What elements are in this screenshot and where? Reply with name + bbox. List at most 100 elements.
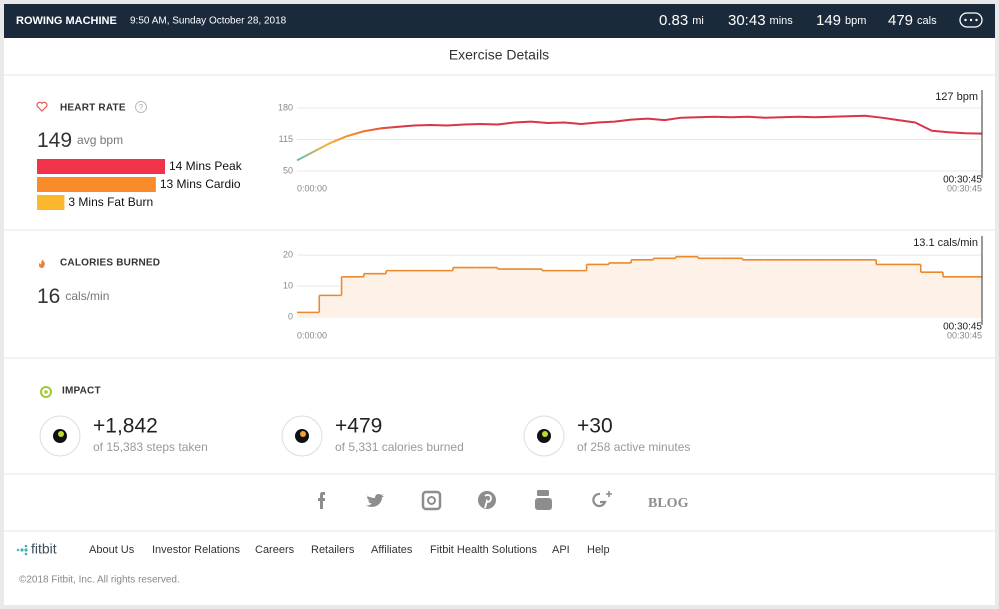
impact-desc: of 5,331 calories burned [335,440,464,454]
y-tick-label: 0 [288,311,293,321]
footer-link[interactable]: API [552,544,570,556]
youtube-top [537,490,549,496]
footer-link[interactable]: Investor Relations [152,544,241,556]
heart-zones: 14 Mins Peak 13 Mins Cardio 3 Mins Fat Bur… [37,159,243,210]
area-step [564,270,587,317]
area-step [920,272,944,317]
area-step [898,264,921,317]
x-tick-label: 00:30:45 [947,330,982,340]
area-step [408,270,431,317]
zone-bar [37,177,156,192]
footer-link[interactable]: Careers [255,544,295,556]
googleplus-icon[interactable] [592,492,607,508]
area-step [608,262,632,317]
instagram-icon[interactable] [421,490,442,511]
impact-value: +30 [577,415,613,438]
stat-value: 149 [816,12,841,29]
twitter-icon[interactable] [366,494,384,507]
footer-link[interactable]: Help [587,544,610,556]
zone-label: 13 Mins Cardio [160,177,241,191]
area-step [653,258,676,317]
area-step [430,270,453,317]
impact-value: +479 [335,415,382,438]
fire-icon [38,259,45,268]
area-step [742,259,765,317]
impact-icon [40,386,52,398]
area-step [341,276,364,317]
social-icons [318,490,612,511]
youtube-icon[interactable] [535,498,552,510]
stat-value: 30:43 [728,12,766,29]
footer-link[interactable]: Fitbit Health Solutions [430,544,537,556]
charts: 50 115 180 0:00:00 00:30:45 127 bpm 00:30:45 0 1… [278,90,983,340]
header-stat: 30:43 mins [728,12,793,29]
cursor-time: 00:30:45 [943,175,982,186]
avg-value: 149 [37,129,72,152]
heart-icon [36,101,48,112]
area-step [943,276,966,317]
footer-link[interactable]: Retailers [311,544,355,556]
impact-items: +1,842 of 15,383 steps taken +479 of 5,331 … [39,415,690,457]
stat-value: 0.83 [659,12,688,29]
impact-desc: of 258 active minutes [577,440,690,454]
instagram-lens [427,496,436,505]
x-tick-label: 0:00:00 [297,183,327,193]
area-step [519,269,543,317]
stat-unit: mi [692,15,704,27]
section-label: HEART RATE [60,103,126,114]
footer-link[interactable]: About Us [89,544,135,556]
section-label: IMPACT [62,386,101,397]
header-stat: 0.83 mi [659,12,704,29]
x-tick-label: 0:00:00 [297,330,327,340]
footer-link[interactable]: Affiliates [371,544,413,556]
area-step [764,259,788,317]
fitbit-logo-dots [16,544,28,556]
area-step [497,269,520,317]
zone-bar [37,159,165,174]
area-step [787,259,810,317]
area-step [542,270,565,317]
heart-rate-line [296,114,983,162]
stat-unit: cals [917,15,937,27]
avg-calories: 16 cals/min [37,285,109,308]
help-icon[interactable] [135,101,147,113]
x-tick-label: 00:30:45 [947,183,982,193]
activity-name: ROWING MACHINE [16,15,117,27]
impact-item-glyph-accent [58,431,64,437]
footer-links: About Us Investor Relations Careers Retaile… [89,544,610,556]
blog-link[interactable]: BLOG [648,496,689,511]
y-tick-label: 180 [278,102,293,112]
cursor-value: 127 bpm [935,91,978,103]
area-step [452,267,476,317]
area-step [720,258,743,317]
impact-desc: of 15,383 steps taken [93,440,208,454]
area-step [675,256,698,317]
help-text: ? [139,103,144,112]
stat-unit: bpm [845,15,866,27]
more-button[interactable] [959,12,983,28]
avg-heart-rate: 149 avg bpm [37,129,123,152]
area-step [297,312,320,317]
area-step [697,258,721,317]
area-step [475,267,498,317]
impact-icon-dot [44,390,48,394]
impact-value: +1,842 [93,415,158,438]
copyright: ©2018 Fitbit, Inc. All rights reserved. [19,575,180,586]
header-stats: 0.83 mi 30:43 mins 149 bpm 479 cals [659,12,937,29]
zone-label: 3 Mins Fat Burn [68,195,153,209]
area-step [809,259,832,317]
section-dividers [4,74,995,532]
header-stat: 479 cals [888,12,937,29]
area-step [876,264,899,317]
area-step [363,273,387,317]
header-bar [4,4,995,38]
zone-bar [37,195,65,210]
impact-item-glyph-accent [542,431,548,437]
y-tick-label: 115 [279,134,293,144]
area-step [965,276,982,317]
cursor-value: 13.1 cals/min [913,237,978,249]
facebook-icon[interactable] [318,492,325,509]
cursor-time: 00:30:45 [943,322,982,333]
area-step [586,264,609,317]
